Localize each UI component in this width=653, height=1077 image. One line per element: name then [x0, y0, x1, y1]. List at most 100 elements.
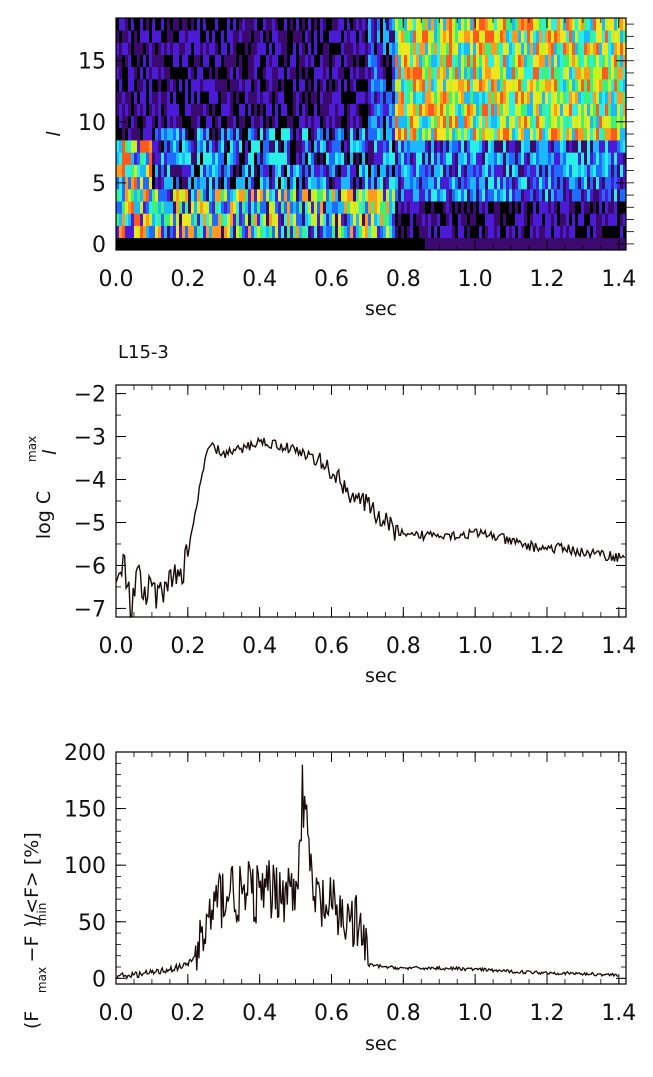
heatmap-cell	[287, 115, 291, 129]
heatmap-cell	[143, 213, 147, 226]
heatmap-cell	[182, 18, 186, 31]
heatmap-cell	[320, 115, 324, 129]
heatmap-cell	[164, 201, 168, 214]
heatmap-cell	[569, 225, 573, 239]
heatmap-cell	[560, 213, 564, 226]
heatmap-cell	[167, 201, 171, 214]
heatmap-cell	[146, 201, 150, 214]
heatmap-cell	[149, 225, 153, 239]
heatmap-cell	[548, 79, 552, 92]
heatmap-cell	[467, 188, 471, 202]
heatmap-cell	[572, 237, 576, 251]
heatmap-cell	[137, 127, 141, 141]
heatmap-cell	[344, 91, 348, 104]
heatmap-cell	[545, 42, 549, 55]
heatmap-cell	[446, 164, 450, 178]
heatmap-cell	[572, 225, 576, 239]
heatmap-cell	[224, 213, 228, 226]
heatmap-cell	[320, 30, 324, 43]
heatmap-cell	[515, 115, 519, 129]
heatmap-cell	[338, 103, 342, 116]
heatmap-cell	[278, 30, 282, 43]
heatmap-cell	[329, 103, 333, 116]
heatmap-cell	[116, 152, 120, 165]
heatmap-cell	[167, 140, 171, 153]
heatmap-cell	[224, 30, 228, 43]
heatmap-cell	[449, 201, 453, 214]
heatmap-cell	[605, 91, 609, 104]
heatmap-cell	[227, 164, 231, 178]
heatmap-cell	[278, 103, 282, 116]
heatmap-cell	[359, 30, 363, 43]
heatmap-cell	[545, 176, 549, 190]
heatmap-cell	[155, 103, 159, 116]
heatmap-cell	[182, 201, 186, 214]
heatmap-cell	[545, 201, 549, 214]
heatmap-cell	[158, 213, 162, 226]
heatmap-cell	[560, 18, 564, 31]
heatmap-cell	[272, 54, 276, 68]
heatmap-cell	[551, 152, 555, 165]
heatmap-cell	[368, 115, 372, 129]
heatmap-cell	[380, 66, 384, 80]
heatmap-cell	[554, 213, 558, 226]
heatmap-cell	[560, 115, 564, 129]
heatmap-cell	[272, 225, 276, 239]
heatmap-cell	[305, 42, 309, 55]
heatmap-cell	[263, 140, 267, 153]
heatmap-cell	[446, 140, 450, 153]
heatmap-cell	[317, 152, 321, 165]
heatmap-cell	[260, 42, 264, 55]
heatmap-cell	[467, 42, 471, 55]
heatmap-cell	[224, 201, 228, 214]
heatmap-cell	[215, 201, 219, 214]
heatmap-cell	[428, 42, 432, 55]
heatmap-cell	[275, 66, 279, 80]
heatmap-cell	[206, 237, 210, 251]
heatmap-cell	[197, 79, 201, 92]
heatmap-cell	[272, 30, 276, 43]
heatmap-cell	[347, 213, 351, 226]
heatmap-cell	[533, 237, 537, 251]
heatmap-cell	[251, 164, 255, 178]
heatmap-cell	[173, 213, 177, 226]
heatmap-cell	[131, 164, 135, 178]
heatmap-cell	[239, 91, 243, 104]
heatmap-cell	[209, 201, 213, 214]
heatmap-cell	[128, 213, 132, 226]
heatmap-cell	[116, 30, 120, 43]
heatmap-cell	[578, 127, 582, 141]
heatmap-cell	[191, 79, 195, 92]
heatmap-cell	[140, 18, 144, 31]
heatmap-cell	[260, 201, 264, 214]
heatmap-cell	[368, 152, 372, 165]
heatmap-cell	[158, 188, 162, 202]
heatmap-cell	[524, 201, 528, 214]
heatmap-cell	[551, 164, 555, 178]
heatmap-cell	[233, 30, 237, 43]
heatmap-cell	[125, 237, 129, 251]
heatmap-cell	[299, 225, 303, 239]
heatmap-cell	[605, 103, 609, 116]
heatmap-cell	[515, 152, 519, 165]
heatmap-cell	[200, 237, 204, 251]
heatmap-cell	[437, 42, 441, 55]
heatmap-cell	[260, 66, 264, 80]
heatmap-cell	[221, 237, 225, 251]
heatmap-cell	[278, 213, 282, 226]
heatmap-cell	[623, 79, 627, 92]
heatmap-cell	[449, 91, 453, 104]
heatmap-cell	[242, 201, 246, 214]
heatmap-cell	[398, 91, 402, 104]
heatmap-cell	[119, 103, 123, 116]
heatmap-cell	[380, 152, 384, 165]
heatmap-cell	[272, 18, 276, 31]
heatmap-cell	[350, 140, 354, 153]
heatmap-cell	[287, 164, 291, 178]
heatmap-cell	[359, 54, 363, 68]
heatmap-cell	[320, 188, 324, 202]
heatmap-cell	[191, 18, 195, 31]
heatmap-cell	[284, 225, 288, 239]
heatmap-cell	[179, 115, 183, 129]
heatmap-cell	[563, 18, 567, 31]
